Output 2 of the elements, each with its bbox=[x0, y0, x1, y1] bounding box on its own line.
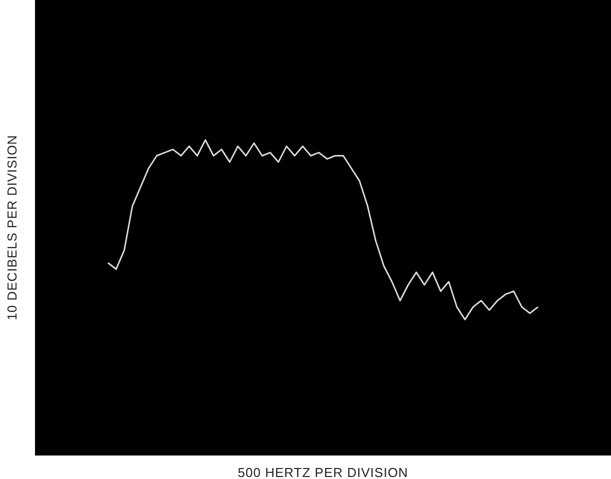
x-axis-title: 500 HERTZ PER DIVISION bbox=[238, 465, 408, 479]
y-axis-title: 10 DECIBELS PER DIVISION bbox=[4, 134, 20, 320]
